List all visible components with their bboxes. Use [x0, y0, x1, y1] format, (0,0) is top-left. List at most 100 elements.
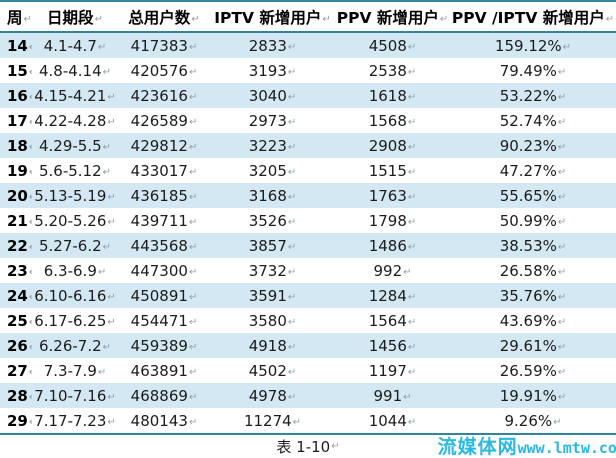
cell-text: 55.65% [499, 186, 557, 205]
cell-text: 1618 [368, 86, 407, 105]
ratio-cell: 159.12%↵ [450, 37, 616, 55]
paragraph-mark-icon: ↵ [107, 216, 116, 228]
paragraph-mark-icon: ↵ [29, 342, 32, 353]
cell-text: 6.17-6.25 [34, 311, 107, 330]
total-users-cell: 480143↵ [118, 412, 210, 430]
site-watermark: 流媒体网www.lmtw.com [438, 438, 616, 457]
paragraph-mark-icon: ↵ [29, 242, 32, 253]
paragraph-mark-icon: ↵ [188, 216, 198, 228]
cell-text: 35.76% [499, 286, 557, 305]
paragraph-mark-icon: ↵ [29, 417, 32, 428]
paragraph-mark-icon: ↵ [188, 141, 198, 153]
cell-text: 6.26-7.2 [38, 336, 102, 355]
ratio-cell: 43.69%↵ [450, 312, 616, 330]
paragraph-mark-icon: ↵ [188, 166, 198, 178]
paragraph-mark-icon: ↵ [191, 13, 200, 25]
watermark-site-name: 流媒体网 [437, 436, 518, 458]
table-caption: 表 1-10 ↵ [0, 435, 616, 458]
paragraph-mark-icon: ↵ [562, 41, 572, 53]
cell-text: 16 [7, 86, 28, 105]
total-users-cell: 447300↵ [118, 262, 210, 280]
paragraph-mark-icon: ↵ [102, 166, 112, 178]
ratio-cell: 55.65%↵ [450, 187, 616, 205]
paragraph-mark-icon: ↵ [287, 266, 297, 278]
cell-text: 14 [7, 36, 28, 55]
paragraph-mark-icon: ↵ [407, 41, 417, 53]
week-cell: 23↵ [0, 262, 32, 280]
cell-text: 426589 [130, 111, 188, 130]
paragraph-mark-icon: ↵ [557, 316, 567, 328]
cell-text: 480143 [130, 411, 188, 430]
cell-text: 3223 [248, 136, 287, 155]
cell-text: 2833 [248, 36, 287, 55]
ppv-new-cell: 2538↵ [335, 62, 450, 80]
paragraph-mark-icon: ↵ [407, 291, 417, 303]
cell-text: 21 [7, 211, 28, 230]
cell-text: 26.58% [499, 261, 557, 280]
paragraph-mark-icon: ↵ [287, 141, 297, 153]
paragraph-mark-icon: ↵ [188, 416, 198, 428]
ratio-cell: 26.59%↵ [450, 362, 616, 380]
cell-text: 5.27-6.2 [38, 236, 102, 255]
ppv-new-cell: 991↵ [335, 387, 450, 405]
week-cell: 19↵ [0, 162, 32, 180]
paragraph-mark-icon: ↵ [107, 291, 116, 303]
cell-text: 1515 [368, 161, 407, 180]
paragraph-mark-icon: ↵ [23, 13, 32, 25]
paragraph-mark-icon: ↵ [188, 266, 198, 278]
cell-text: 436185 [130, 186, 188, 205]
ppv-new-cell: 2908↵ [335, 137, 450, 155]
week-cell: 21↵ [0, 212, 32, 230]
cell-text: 7.10-7.16 [34, 386, 107, 405]
cell-text: 1798 [368, 211, 407, 230]
cell-text: 443568 [130, 236, 188, 255]
paragraph-mark-icon: ↵ [29, 142, 32, 153]
ppv-new-cell: 1044↵ [335, 412, 450, 430]
total-users-cell: 459389↵ [118, 337, 210, 355]
paragraph-mark-icon: ↵ [29, 392, 32, 403]
ratio-cell: 79.49%↵ [450, 62, 616, 80]
paragraph-mark-icon: ↵ [287, 291, 297, 303]
ratio-cell: 38.53%↵ [450, 237, 616, 255]
paragraph-mark-icon: ↵ [188, 91, 198, 103]
paragraph-mark-icon: ↵ [29, 67, 32, 78]
paragraph-mark-icon: ↵ [407, 166, 417, 178]
ratio-cell: 9.26%↵ [450, 412, 616, 430]
ppv-new-cell: 1618↵ [335, 87, 450, 105]
header-label: 周 [7, 8, 23, 27]
paragraph-mark-icon: ↵ [407, 241, 417, 253]
ratio-cell: 90.23%↵ [450, 137, 616, 155]
cell-text: 1568 [368, 111, 407, 130]
cell-text: 22 [7, 236, 28, 255]
iptv-new-cell: 4502↵ [210, 362, 335, 380]
table-row: 24↵6.10-6.16↵450891↵3591↵1284↵35.76%↵ [0, 283, 616, 308]
ppv-new-cell: 1515↵ [335, 162, 450, 180]
cell-text: 439711 [130, 211, 188, 230]
cell-text: 19.91% [499, 386, 557, 405]
paragraph-mark-icon: ↵ [107, 191, 116, 203]
week-cell: 16↵ [0, 87, 32, 105]
cell-text: 52.74% [499, 111, 557, 130]
week-cell: 14↵ [0, 37, 32, 55]
cell-text: 79.49% [499, 61, 557, 80]
paragraph-mark-icon: ↵ [107, 91, 116, 103]
paragraph-mark-icon: ↵ [29, 367, 32, 378]
total-users-cell: 439711↵ [118, 212, 210, 230]
paragraph-mark-icon: ↵ [557, 241, 567, 253]
cell-text: 43.69% [499, 311, 557, 330]
iptv-new-cell: 3168↵ [210, 187, 335, 205]
paragraph-mark-icon: ↵ [557, 91, 567, 103]
dates-cell: 6.10-6.16↵ [32, 287, 118, 305]
cell-text: 1197 [368, 361, 407, 380]
table-row: 14↵4.1-4.7↵417383↵2833↵4508↵159.12%↵ [0, 33, 616, 58]
cell-text: 3193 [248, 61, 287, 80]
cell-text: 991 [373, 386, 403, 405]
paragraph-mark-icon: ↵ [557, 166, 567, 178]
cell-text: 20 [7, 186, 28, 205]
iptv-new-cell: 2973↵ [210, 112, 335, 130]
paragraph-mark-icon: ↵ [407, 191, 417, 203]
paragraph-mark-icon: ↵ [553, 416, 562, 428]
cell-text: 4978 [248, 386, 287, 405]
paragraph-mark-icon: ↵ [29, 292, 32, 303]
paragraph-mark-icon: ↵ [188, 391, 198, 403]
